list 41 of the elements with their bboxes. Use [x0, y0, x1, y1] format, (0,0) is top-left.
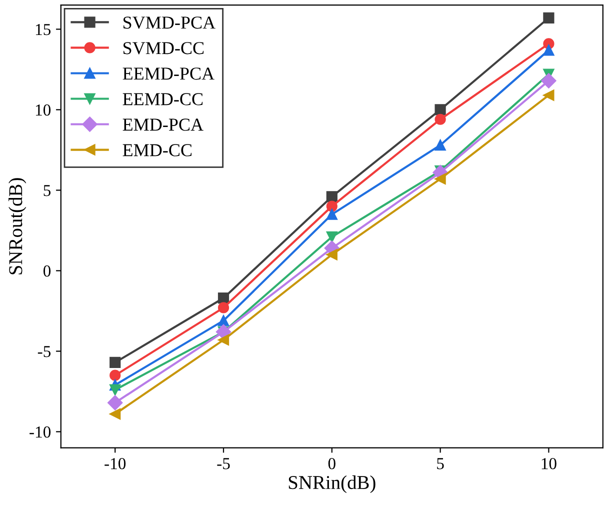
- point: [110, 370, 121, 381]
- point: [110, 408, 121, 420]
- point: [543, 90, 554, 101]
- point: [326, 200, 338, 212]
- x-tick-label: 0: [328, 458, 336, 470]
- x-tick-label: -5: [217, 458, 230, 470]
- x-tick-label: 10: [542, 458, 556, 470]
- point: [218, 302, 230, 314]
- point: [434, 104, 446, 116]
- point: [110, 356, 121, 368]
- x-tick-label: -10: [104, 458, 126, 470]
- y-tick-label: 10: [36, 104, 51, 116]
- point: [541, 73, 556, 88]
- point: [543, 44, 554, 56]
- legend-label: EEMD-CC: [122, 93, 203, 106]
- legend-label: EEMD-PCA: [122, 68, 214, 80]
- point: [218, 315, 230, 326]
- legend-label: SVMD-CC: [123, 42, 204, 54]
- y-tick-label: 0: [43, 265, 51, 277]
- point: [434, 173, 446, 184]
- point: [326, 249, 338, 260]
- y-tick-label: 5: [44, 185, 51, 196]
- y-tick-label: -10: [30, 426, 51, 438]
- y-tick-label: -5: [38, 346, 51, 358]
- point: [326, 231, 338, 242]
- point: [543, 12, 554, 24]
- point: [110, 384, 121, 396]
- legend-label: SVMD-PCA: [123, 16, 216, 29]
- legend-label: EMD-PCA: [122, 118, 204, 131]
- point: [434, 114, 446, 125]
- x-axis-title: SNRin(dB): [288, 475, 376, 494]
- x-tick-label: 5: [437, 458, 444, 470]
- point: [434, 140, 446, 151]
- point: [218, 292, 230, 304]
- legend-label: EMD-CC: [122, 144, 192, 156]
- point: [326, 191, 338, 202]
- point: [108, 395, 123, 410]
- y-axis-title: SNRout(dB): [8, 178, 26, 274]
- point: [218, 334, 230, 346]
- point: [326, 208, 338, 220]
- y-tick-label: 15: [36, 24, 51, 36]
